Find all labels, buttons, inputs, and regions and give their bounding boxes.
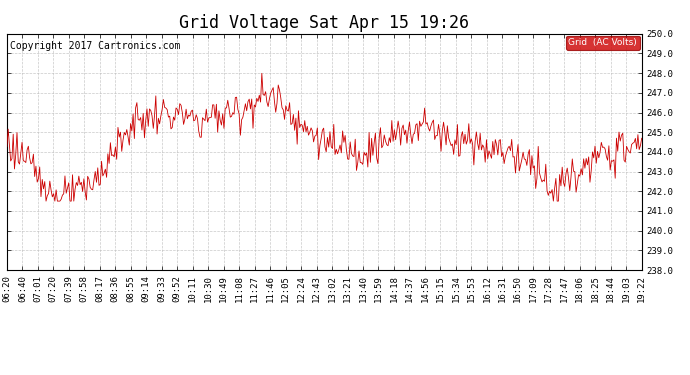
Title: Grid Voltage Sat Apr 15 19:26: Grid Voltage Sat Apr 15 19:26	[179, 14, 469, 32]
Text: Copyright 2017 Cartronics.com: Copyright 2017 Cartronics.com	[10, 41, 181, 51]
Legend: Grid  (AC Volts): Grid (AC Volts)	[566, 36, 640, 50]
